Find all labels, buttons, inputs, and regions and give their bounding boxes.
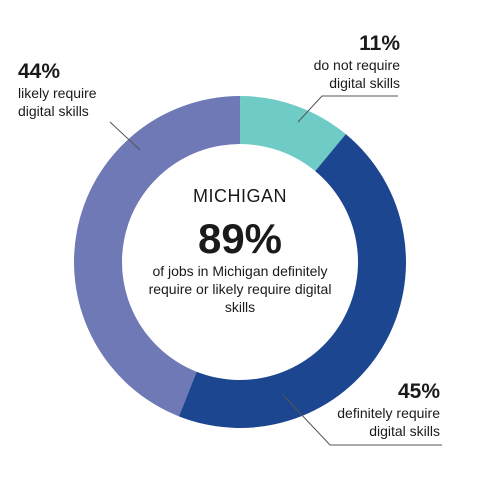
- donut-segment-definitely: [178, 134, 406, 428]
- leader-line-likely: [109, 121, 141, 151]
- label-likely-desc: likely require digital skills: [18, 85, 97, 119]
- label-not-require: 11% do not require digital skills: [314, 32, 400, 92]
- leader-line-not-require: [297, 95, 398, 123]
- label-likely-require: 44% likely require digital skills: [18, 60, 97, 120]
- label-not-require-desc: do not require digital skills: [313, 57, 400, 91]
- center-title: MICHIGAN: [193, 186, 287, 206]
- center-description: of jobs in Michigan definitely require o…: [148, 263, 332, 315]
- leader-lines: [109, 95, 442, 446]
- center-value: 89%: [197, 215, 283, 262]
- label-definitely-pct: 45%: [397, 380, 440, 403]
- leader-line-definitely: [282, 394, 442, 446]
- donut-segment-likely: [74, 96, 240, 417]
- donut-segments: [74, 96, 406, 428]
- label-not-require-pct: 11%: [359, 32, 400, 55]
- donut-segment-not_require: [240, 96, 346, 172]
- label-definitely-require: 45% definitely require digital skills: [337, 380, 440, 440]
- label-likely-pct: 44%: [18, 60, 61, 83]
- label-definitely-desc: definitely require digital skills: [337, 405, 440, 439]
